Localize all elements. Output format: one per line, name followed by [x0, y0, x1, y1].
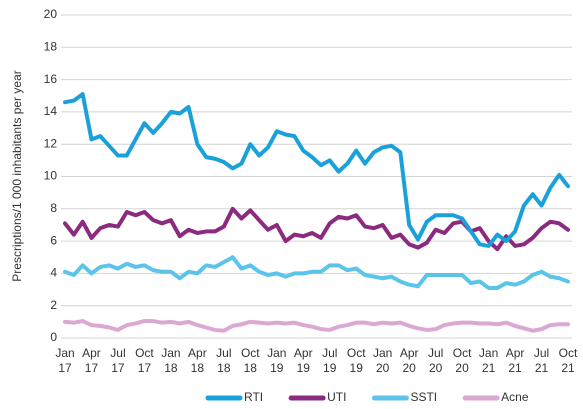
x-tick-label: Oct 18 — [240, 346, 260, 375]
x-tick-label: Jan 17 — [55, 346, 75, 375]
x-tick-label: Jul 18 — [216, 346, 232, 375]
y-tick-label: 20 — [44, 7, 58, 21]
x-tick-label: Apr 21 — [505, 346, 525, 375]
legend-label: Acne — [501, 390, 529, 404]
y-tick-label: 18 — [44, 39, 58, 53]
x-tick-label: Jan 21 — [478, 346, 499, 375]
x-tick-label: Jan 20 — [372, 346, 393, 375]
x-tick-label: Oct 19 — [346, 346, 366, 375]
x-tick-label: Oct 17 — [135, 346, 154, 375]
y-tick-label: 2 — [50, 298, 57, 312]
y-tick-label: 16 — [44, 72, 58, 86]
x-tick-label: Apr 20 — [399, 346, 419, 375]
legend-label: SSTI — [410, 390, 437, 404]
x-tick-label: Oct 21 — [558, 346, 578, 375]
series-line — [63, 319, 570, 333]
y-tick-label: 8 — [50, 201, 57, 215]
legend-label: RTI — [244, 390, 263, 404]
y-tick-label: 10 — [44, 169, 58, 183]
x-tick-label: Jul 20 — [427, 346, 444, 375]
x-tick-label: Jan 19 — [267, 346, 287, 375]
legend-label: UTI — [327, 390, 346, 404]
y-tick-label: 4 — [50, 266, 57, 280]
y-tick-label: 6 — [50, 233, 57, 247]
x-tick-label: Jul 17 — [110, 346, 126, 375]
x-tick-label: Jan 18 — [161, 346, 181, 375]
y-tick-label: 0 — [50, 330, 57, 344]
series-line — [63, 206, 570, 252]
y-tick-label: 14 — [44, 104, 58, 118]
x-tick-label: Jul 21 — [533, 346, 550, 375]
x-tick-label: Jul 19 — [322, 346, 338, 375]
x-tick-label: Apr 17 — [82, 346, 101, 375]
x-tick-label: Oct 20 — [452, 346, 472, 375]
x-tick-label: Apr 19 — [293, 346, 313, 375]
series-line — [63, 92, 570, 248]
x-tick-label: Apr 18 — [188, 346, 207, 375]
series-line — [63, 255, 570, 290]
y-tick-label: 12 — [44, 136, 58, 150]
y-axis-label: Prescriptions/1 000 inhabitants per year — [10, 70, 24, 281]
